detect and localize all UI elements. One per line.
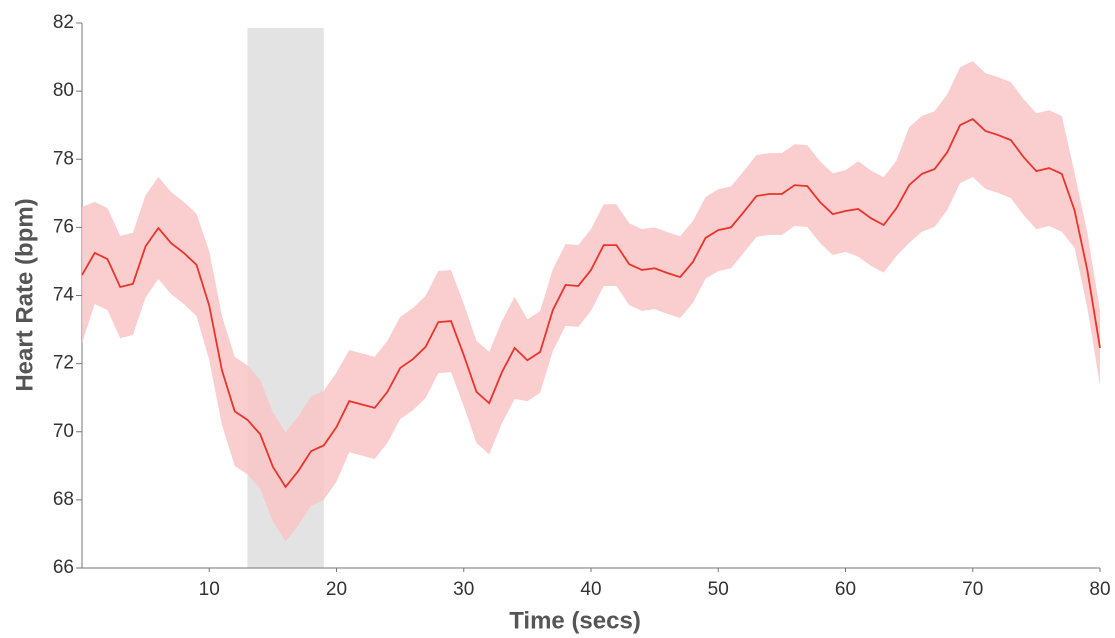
x-tick-label: 50 [708,579,729,600]
line-series [81,117,1101,489]
x-tick-label: 10 [199,579,220,600]
y-axis-title: Heart Rate (bpm) [11,198,38,391]
x-tick-label: 40 [580,579,601,600]
y-tick-label: 80 [53,80,74,101]
y-tick-label: 74 [53,285,75,306]
x-tick-label: 80 [1089,579,1110,600]
y-tick-label: 66 [53,557,74,578]
y-tick-label: 68 [53,489,74,510]
y-tick-label: 82 [53,12,74,33]
y-tick-label: 78 [53,148,74,169]
x-axis-title: Time (secs) [509,607,641,634]
y-tick-label: 76 [53,216,74,237]
confidence-band [82,61,1100,542]
x-tick-label: 30 [453,579,474,600]
y-tick-label: 70 [53,421,74,442]
x-tick-label: 60 [835,579,856,600]
y-tick-label: 72 [53,353,74,374]
x-tick-label: 70 [962,579,983,600]
x-tick-label: 20 [326,579,347,600]
